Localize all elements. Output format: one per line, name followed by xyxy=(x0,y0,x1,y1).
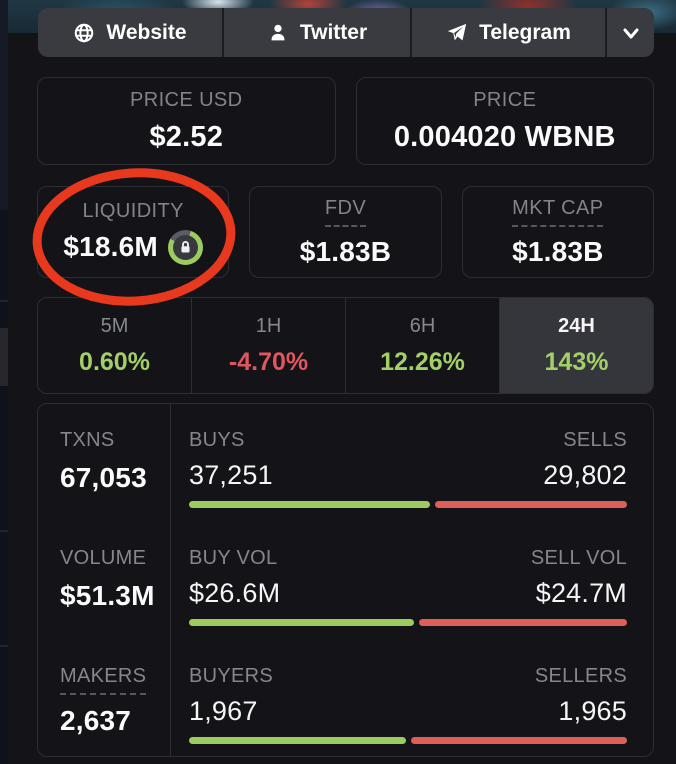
price-usd-label: PRICE USD xyxy=(129,88,243,111)
buys-sells-row: BUYS SELLS 37,251 29,802 xyxy=(189,404,627,522)
telegram-icon xyxy=(446,22,468,44)
makers-total: MAKERS 2,637 xyxy=(60,640,170,758)
globe-icon xyxy=(73,22,95,44)
lock-icon xyxy=(172,234,198,260)
left-edge-panel xyxy=(0,0,8,764)
metric-row: LIQUIDITY $18.6M FDV $1.83B MKT CAP $1 xyxy=(37,186,654,278)
more-links-button[interactable] xyxy=(607,8,654,57)
buys-bar xyxy=(189,501,430,508)
tab-1h-label: 1H xyxy=(255,314,282,337)
chevron-down-icon xyxy=(619,21,643,45)
timeframe-tabs: 5M 0.60% 1H -4.70% 6H 12.26% 24H 143% xyxy=(37,297,654,394)
twitter-button[interactable]: Twitter xyxy=(224,8,410,57)
tab-6h[interactable]: 6H 12.26% xyxy=(346,298,500,393)
buys-sells-ratio-bar xyxy=(189,501,627,508)
sells-bar xyxy=(434,501,627,508)
price-row: PRICE USD $2.52 PRICE 0.004020 WBNB xyxy=(37,77,654,165)
locked-liquidity-ring[interactable] xyxy=(167,229,203,265)
tab-1h-change: -4.70% xyxy=(228,347,309,376)
telegram-button[interactable]: Telegram xyxy=(412,8,605,57)
buy-vol-label: BUY VOL xyxy=(189,547,278,569)
buyers-bar xyxy=(189,737,406,744)
volume-total: VOLUME $51.3M xyxy=(60,522,170,640)
buy-vol-bar xyxy=(189,619,414,626)
sellers-bar xyxy=(410,737,627,744)
fdv-label[interactable]: FDV xyxy=(324,196,367,219)
website-button[interactable]: Website xyxy=(38,8,222,57)
buyers-sellers-ratio-bar xyxy=(189,737,627,744)
tab-5m-change: 0.60% xyxy=(79,347,150,376)
sellers-value: 1,965 xyxy=(558,696,627,726)
stats-breakdown-column: BUYS SELLS 37,251 29,802 BUY VOL SELL VO… xyxy=(171,404,653,756)
volume-label: VOLUME xyxy=(60,547,147,569)
liquidity-label: LIQUIDITY xyxy=(82,199,184,222)
makers-label[interactable]: MAKERS xyxy=(60,665,147,687)
social-links-bar: Website Twitter Telegram xyxy=(38,8,654,57)
tab-5m[interactable]: 5M 0.60% xyxy=(38,298,192,393)
makers-value: 2,637 xyxy=(60,705,132,736)
txns-total: TXNS 67,053 xyxy=(60,404,170,522)
buy-vol-sell-vol-row: BUY VOL SELL VOL $26.6M $24.7M xyxy=(189,522,627,640)
left-edge-divider xyxy=(0,645,8,647)
tab-24h-label: 24H xyxy=(558,314,595,337)
tab-24h[interactable]: 24H 143% xyxy=(500,298,653,393)
buyers-sellers-row: BUYERS SELLERS 1,967 1,965 xyxy=(189,640,627,758)
price-native-value: 0.004020 WBNB xyxy=(393,120,616,153)
telegram-button-label: Telegram xyxy=(479,20,571,44)
sell-vol-bar xyxy=(418,619,627,626)
liquidity-card: LIQUIDITY $18.6M xyxy=(37,186,230,278)
tab-24h-change: 143% xyxy=(544,347,609,376)
left-edge-segment xyxy=(0,328,8,386)
buy-vol-value: $26.6M xyxy=(189,578,281,608)
liquidity-value: $18.6M xyxy=(63,231,158,262)
price-usd-value: $2.52 xyxy=(149,120,224,153)
price-native-label: PRICE xyxy=(473,88,537,111)
buys-label: BUYS xyxy=(189,429,245,451)
twitter-button-label: Twitter xyxy=(299,20,368,44)
stats-totals-column: TXNS 67,053 VOLUME $51.3M MAKERS 2,637 xyxy=(38,404,171,756)
txns-label: TXNS xyxy=(60,429,115,451)
fdv-card: FDV $1.83B xyxy=(249,186,442,278)
price-usd-card: PRICE USD $2.52 xyxy=(37,77,336,165)
sell-vol-value: $24.7M xyxy=(535,578,627,608)
sell-vol-label: SELL VOL xyxy=(530,547,627,569)
buy-vol-ratio-bar xyxy=(189,619,627,626)
tab-6h-change: 12.26% xyxy=(380,347,465,376)
website-button-label: Website xyxy=(106,20,187,44)
volume-value: $51.3M xyxy=(60,580,155,611)
buyers-label: BUYERS xyxy=(189,665,274,687)
mkt-cap-value: $1.83B xyxy=(512,235,604,267)
price-native-card: PRICE 0.004020 WBNB xyxy=(355,77,654,165)
fdv-value: $1.83B xyxy=(299,235,392,267)
stats-card: TXNS 67,053 VOLUME $51.3M MAKERS 2,637 B… xyxy=(37,403,654,757)
tab-1h[interactable]: 1H -4.70% xyxy=(192,298,346,393)
buyers-value: 1,967 xyxy=(189,696,258,726)
sellers-label: SELLERS xyxy=(534,665,627,687)
sells-label: SELLS xyxy=(563,429,627,451)
tab-6h-label: 6H xyxy=(409,314,436,337)
sells-value: 29,802 xyxy=(543,460,627,490)
user-icon xyxy=(267,22,289,44)
left-edge-segment xyxy=(0,0,8,210)
buys-value: 37,251 xyxy=(189,460,273,490)
txns-value: 67,053 xyxy=(60,462,147,493)
tab-5m-label: 5M xyxy=(100,314,129,337)
mkt-cap-card: MKT CAP $1.83B xyxy=(461,186,654,278)
left-edge-divider xyxy=(0,300,8,302)
left-edge-divider xyxy=(0,530,8,532)
mkt-cap-label[interactable]: MKT CAP xyxy=(512,196,604,219)
